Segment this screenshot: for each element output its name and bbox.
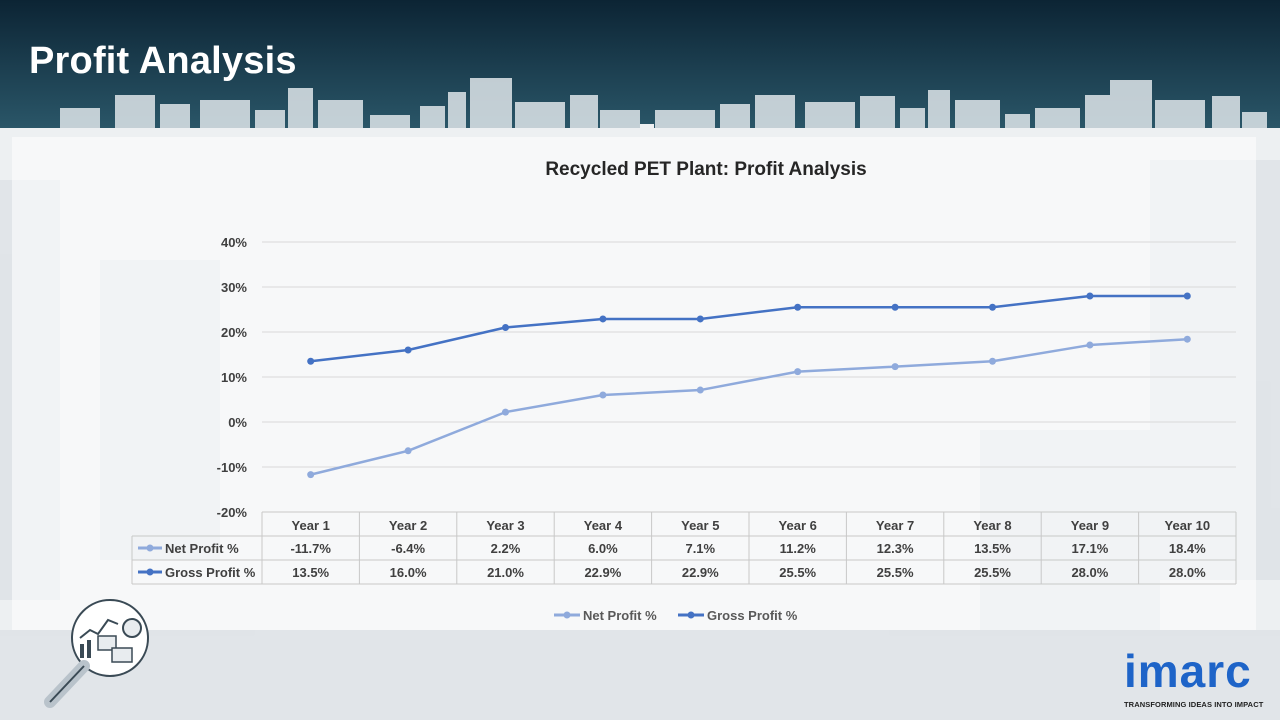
legend-label: Net Profit % — [583, 608, 657, 623]
x-tick-label: Year 8 — [973, 518, 1011, 533]
page-title: Profit Analysis — [29, 40, 297, 82]
data-label: 22.9% — [584, 565, 621, 580]
x-tick-label: Year 7 — [876, 518, 914, 533]
y-tick-label: -10% — [217, 460, 248, 475]
x-tick-label: Year 1 — [292, 518, 330, 533]
data-point — [794, 303, 802, 311]
data-point — [1183, 335, 1191, 343]
data-point — [989, 357, 996, 365]
data-point — [599, 391, 607, 399]
data-label: -11.7% — [290, 541, 331, 556]
x-tick-label: Year 2 — [389, 518, 427, 533]
legend-marker — [687, 611, 695, 619]
x-tick-label: Year 10 — [1165, 518, 1211, 533]
y-tick-label: 20% — [221, 325, 247, 340]
data-point — [696, 315, 704, 323]
data-label: 25.5% — [974, 565, 1011, 580]
table-series-name: Net Profit % — [165, 541, 239, 556]
data-label: 6.0% — [588, 541, 618, 556]
logo-wordmark: imarc — [1124, 645, 1252, 697]
data-point — [1086, 292, 1094, 300]
data-label: 17.1% — [1071, 541, 1108, 556]
data-point — [599, 315, 607, 323]
x-tick-label: Year 4 — [584, 518, 623, 533]
imarc-logo: imarc TRANSFORMING IDEAS INTO IMPACT — [1124, 648, 1272, 709]
x-tick-label: Year 3 — [486, 518, 524, 533]
analytics-magnifier-icon — [44, 599, 149, 708]
legend-marker — [563, 611, 571, 619]
header-banner — [0, 0, 1280, 128]
data-label: 11.2% — [780, 541, 817, 556]
series-line — [310, 294, 1188, 363]
data-label: 22.9% — [682, 565, 719, 580]
data-label: 12.3% — [877, 541, 914, 556]
table-series-marker — [146, 544, 154, 552]
legend-label: Gross Profit % — [707, 608, 798, 623]
data-point — [307, 471, 315, 479]
y-tick-label: 10% — [221, 370, 247, 385]
data-point — [989, 303, 996, 311]
data-point — [307, 357, 315, 365]
series-line — [310, 337, 1188, 476]
table-series-name: Gross Profit % — [165, 565, 256, 580]
data-point — [1183, 292, 1191, 300]
data-point — [696, 386, 704, 394]
chart-title: Recycled PET Plant: Profit Analysis — [545, 159, 867, 180]
data-label: 18.4% — [1169, 541, 1206, 556]
data-label: 25.5% — [877, 565, 914, 580]
x-tick-label: Year 5 — [681, 518, 719, 533]
data-label: 13.5% — [292, 565, 329, 580]
data-point — [891, 363, 899, 371]
data-label: -6.4% — [391, 541, 425, 556]
data-label: 28.0% — [1169, 565, 1206, 580]
data-label: 25.5% — [779, 565, 816, 580]
logo-tagline: TRANSFORMING IDEAS INTO IMPACT — [1124, 700, 1264, 709]
data-point — [502, 324, 509, 331]
y-tick-label: 40% — [221, 235, 247, 250]
data-point — [404, 346, 412, 354]
data-label: 21.0% — [487, 565, 524, 580]
y-tick-label: 30% — [221, 280, 247, 295]
data-label: 28.0% — [1071, 565, 1108, 580]
data-label: 13.5% — [974, 541, 1011, 556]
data-label: 7.1% — [685, 541, 715, 556]
data-label: 2.2% — [491, 541, 521, 556]
x-tick-label: Year 6 — [779, 518, 817, 533]
table-series-marker — [146, 568, 154, 576]
data-point — [502, 408, 509, 416]
y-tick-label: -20% — [217, 505, 248, 520]
chart-panel — [12, 137, 1256, 630]
data-label: 16.0% — [390, 565, 427, 580]
data-point — [404, 447, 412, 455]
x-tick-label: Year 9 — [1071, 518, 1109, 533]
data-point — [1086, 341, 1094, 349]
data-point — [794, 368, 802, 376]
y-tick-label: 0% — [228, 415, 247, 430]
data-point — [891, 303, 899, 311]
